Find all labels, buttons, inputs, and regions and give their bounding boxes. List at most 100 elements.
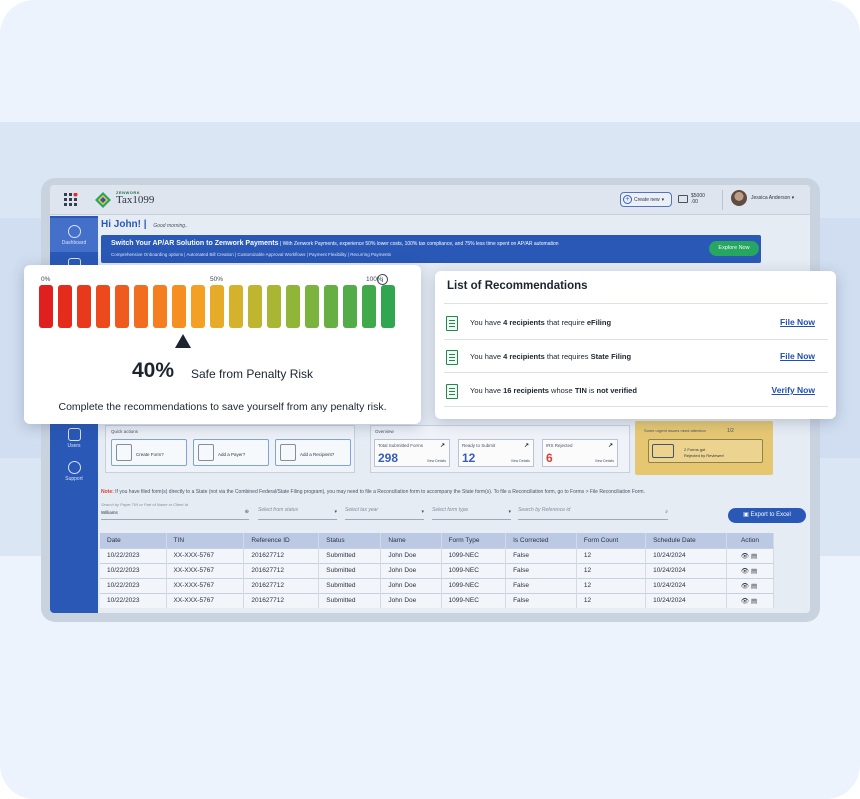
- column-header[interactable]: Date: [100, 533, 167, 548]
- column-header[interactable]: Is Corrected: [505, 533, 577, 548]
- user-name: Jessica Anderson: [751, 195, 791, 201]
- gauge-bar: [305, 285, 319, 328]
- overview-card-ready[interactable]: Ready to Submit ↗ 12 View Details: [458, 439, 534, 467]
- view-icon[interactable]: 👁: [740, 597, 752, 605]
- sidebar-item-dashboard[interactable]: Dashboard: [50, 218, 98, 252]
- gauge-bar: [343, 285, 357, 328]
- view-icon[interactable]: 👁: [740, 552, 752, 560]
- info-icon[interactable]: i: [377, 274, 388, 285]
- penalty-risk-card: 0% 50% 100% i 40% Safe from Penalty Risk…: [24, 265, 421, 424]
- recommendation-text: You have 16 recipients whose TIN is not …: [470, 386, 637, 395]
- note-label: Note:: [101, 489, 114, 495]
- view-details-link[interactable]: View Details: [594, 459, 614, 463]
- arrow-up-right-icon: ↗: [523, 443, 529, 449]
- sidebar-item-users[interactable]: Users: [50, 428, 98, 449]
- column-header[interactable]: Form Count: [576, 533, 647, 548]
- urgent-issue-card[interactable]: 2 Forms got Rejected by Reviewer!: [648, 439, 763, 463]
- row-actions: 👁▤: [726, 547, 774, 563]
- table-row[interactable]: 10/22/2023 XX-XXX-5767 201627712 Submitt…: [100, 562, 774, 578]
- urgent-line-2: Rejected by Reviewer!: [684, 453, 725, 458]
- user-menu[interactable]: Jessica Anderson ▾: [751, 195, 795, 201]
- explore-now-button[interactable]: Explore Now: [709, 241, 759, 256]
- create-form-button[interactable]: Create Form?: [111, 439, 187, 466]
- apps-grid-icon[interactable]: [64, 193, 78, 207]
- cell-name: John Doe: [380, 562, 442, 578]
- logo-product-name: Tax1099: [116, 194, 155, 206]
- gauge-bar: [248, 285, 262, 328]
- reference-search-input[interactable]: Search by Reference id ⌕: [518, 507, 668, 520]
- users-icon: [67, 428, 81, 441]
- view-icon[interactable]: 👁: [740, 567, 752, 575]
- column-header[interactable]: TIN: [166, 533, 245, 548]
- cell-schedule-date: 10/24/2024: [645, 592, 727, 608]
- search-icon[interactable]: ⌕: [665, 509, 668, 515]
- avatar[interactable]: [731, 190, 747, 206]
- document-icon[interactable]: ▤: [751, 567, 760, 575]
- table-header-row: Date TIN Reference ID Status Name Form T…: [100, 533, 774, 548]
- column-header[interactable]: Name: [380, 533, 442, 548]
- sidebar-item-support[interactable]: Support: [50, 461, 98, 485]
- column-header[interactable]: Schedule Date: [645, 533, 727, 548]
- table-row[interactable]: 10/22/2023 XX-XXX-5767 201627712 Submitt…: [100, 547, 774, 563]
- cell-reference-id: 201627712: [243, 562, 320, 578]
- recipient-icon: [280, 444, 296, 461]
- wallet-balance[interactable]: $5000.00: [678, 193, 705, 205]
- gauge-bar: [362, 285, 376, 328]
- penalty-risk-footer: Complete the recommendations to save you…: [58, 401, 387, 413]
- cell-name: John Doe: [380, 592, 442, 608]
- cell-form-count: 12: [576, 577, 647, 593]
- overview-card-submitted[interactable]: Total Submitted Forms ↗ 298 View Details: [374, 439, 450, 467]
- payer-icon: [198, 444, 214, 461]
- form-type-placeholder: Select form type: [432, 507, 469, 513]
- export-to-excel-button[interactable]: ▣ Export to Excel: [728, 508, 806, 523]
- column-header: Action: [726, 533, 774, 548]
- view-icon[interactable]: 👁: [740, 582, 752, 590]
- sidebar-item-label: Users: [67, 443, 81, 449]
- cell-is-corrected: False: [505, 562, 577, 578]
- gauge-bar: [324, 285, 338, 328]
- row-actions: 👁▤: [726, 577, 774, 593]
- table-row[interactable]: 10/22/2023 XX-XXX-5767 201627712 Submitt…: [100, 592, 774, 608]
- payer-search-input[interactable]: Search by Payer TIN or Part of Name or C…: [101, 502, 249, 520]
- table-row[interactable]: 10/22/2023 XX-XXX-5767 201627712 Submitt…: [100, 577, 774, 593]
- chevron-down-icon: ▾: [508, 509, 511, 515]
- document-icon[interactable]: ▤: [751, 597, 760, 605]
- gauge-bar: [172, 285, 186, 328]
- column-header[interactable]: Status: [318, 533, 382, 548]
- add-payer-button[interactable]: Add a Payer?: [193, 439, 269, 466]
- gauge-label-mid: 50%: [210, 276, 224, 283]
- cell-reference-id: 201627712: [243, 547, 320, 563]
- column-header[interactable]: Reference ID: [243, 533, 320, 548]
- cell-status: Submitted: [318, 547, 382, 563]
- gauge-bar: [39, 285, 53, 328]
- verify-now-link[interactable]: Verify Now: [771, 385, 815, 395]
- document-icon[interactable]: ▤: [751, 552, 760, 560]
- search-icon[interactable]: ⊕: [244, 509, 249, 515]
- greeting-sub: Good morning..: [153, 223, 188, 229]
- recommendation-item: You have 4 recipients that require eFili…: [444, 305, 828, 338]
- form-icon: [116, 444, 132, 461]
- cell-form-type: 1099-NEC: [441, 562, 507, 578]
- column-header[interactable]: Form Type: [441, 533, 507, 548]
- urgent-issues-panel: Some urgent issues need attention 1/2 2 …: [635, 421, 773, 475]
- file-now-link[interactable]: File Now: [780, 351, 815, 361]
- view-details-link[interactable]: View Details: [510, 459, 530, 463]
- status-select[interactable]: Select from status ▾: [258, 507, 337, 520]
- file-now-link[interactable]: File Now: [780, 317, 815, 327]
- overview-card-value: 12: [462, 451, 476, 465]
- create-new-button[interactable]: + Create new ▾: [620, 192, 672, 207]
- add-recipient-button[interactable]: Add a Recipient?: [275, 439, 351, 466]
- document-icon[interactable]: ▤: [751, 582, 760, 590]
- gauge-bar: [153, 285, 167, 328]
- form-type-select[interactable]: Select form type ▾: [432, 507, 511, 520]
- view-details-link[interactable]: View Details: [426, 459, 446, 463]
- urgent-pager[interactable]: 1/2: [727, 428, 734, 434]
- gauge-bar: [191, 285, 205, 328]
- tax-year-select[interactable]: Select tax year ▾: [345, 507, 424, 520]
- gauge-label-min: 0%: [41, 276, 51, 283]
- arrow-up-right-icon: ↗: [439, 443, 445, 449]
- cell-form-count: 12: [576, 547, 647, 563]
- cell-form-type: 1099-NEC: [441, 547, 507, 563]
- row-actions: 👁▤: [726, 592, 774, 608]
- overview-card-rejected[interactable]: IRS Rejected ↗ 6 View Details: [542, 439, 618, 467]
